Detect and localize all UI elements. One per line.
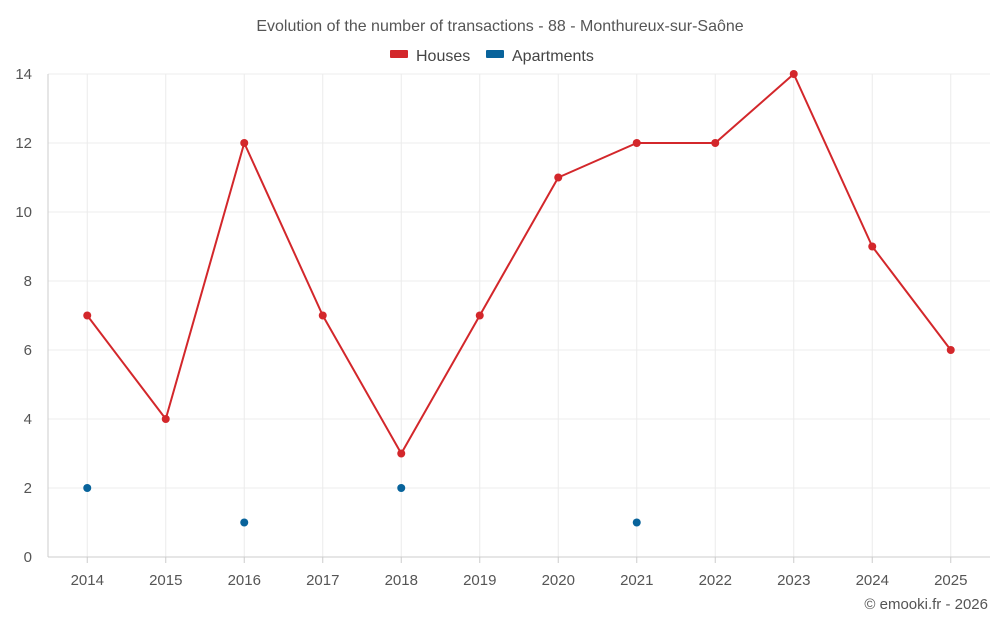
data-point-houses[interactable] — [475, 311, 484, 320]
data-point-houses[interactable] — [397, 449, 406, 458]
x-tick-label: 2023 — [777, 572, 810, 589]
data-point-houses[interactable] — [868, 242, 877, 251]
x-tick-label: 2018 — [385, 572, 418, 589]
x-tick-label: 2016 — [228, 572, 261, 589]
data-point-houses[interactable] — [83, 311, 92, 320]
data-point-houses[interactable] — [946, 346, 955, 354]
legend-swatch-apartments — [486, 50, 504, 58]
data-point-houses[interactable] — [554, 173, 563, 182]
x-tick-label: 2015 — [149, 572, 182, 589]
y-tick-label: 6 — [24, 342, 32, 359]
y-tick-label: 2 — [24, 480, 32, 497]
data-point-houses[interactable] — [711, 139, 720, 147]
y-tick-label: 8 — [24, 273, 32, 290]
y-tick-label: 14 — [15, 66, 32, 83]
data-point-apartments[interactable] — [83, 484, 92, 492]
data-point-houses[interactable] — [161, 415, 170, 423]
series-line-houses — [86, 73, 952, 455]
x-axis: 2014 2015 2016 2017 2018 2019 2020 2021 2022 2023… — [48, 556, 990, 589]
y-tick-label: 4 — [24, 411, 32, 428]
data-point-houses[interactable] — [632, 139, 641, 147]
x-tick-label: 2020 — [542, 572, 575, 589]
legend-label-houses[interactable]: Houses — [416, 48, 470, 65]
data-point-apartments[interactable] — [397, 484, 406, 492]
legend-swatch-houses — [390, 50, 408, 58]
y-tick-label: 0 — [24, 549, 32, 566]
data-point-houses[interactable] — [789, 70, 798, 78]
x-tick-label: 2017 — [306, 572, 339, 589]
data-point-apartments[interactable] — [240, 518, 249, 527]
data-point-houses[interactable] — [318, 311, 327, 320]
x-tick-label: 2019 — [463, 572, 496, 589]
x-tick-label: 2024 — [856, 572, 889, 589]
chart-title: Evolution of the number of transactions … — [256, 18, 743, 35]
x-tick-label: 2014 — [71, 572, 104, 589]
y-axis: 0 2 4 6 8 10 12 14 — [15, 66, 49, 566]
legend: Houses Apartments — [390, 48, 594, 65]
credit-text: © emooki.fr - 2026 — [864, 596, 988, 613]
data-point-apartments[interactable] — [632, 518, 641, 527]
series-layer — [83, 70, 955, 527]
y-tick-label: 12 — [15, 135, 32, 152]
x-tick-label: 2021 — [620, 572, 653, 589]
data-point-houses[interactable] — [240, 139, 249, 147]
x-tick-label: 2022 — [699, 572, 732, 589]
legend-label-apartments[interactable]: Apartments — [512, 48, 594, 65]
grid — [48, 73, 990, 558]
x-tick-label: 2025 — [934, 572, 967, 589]
y-tick-label: 10 — [15, 204, 32, 221]
